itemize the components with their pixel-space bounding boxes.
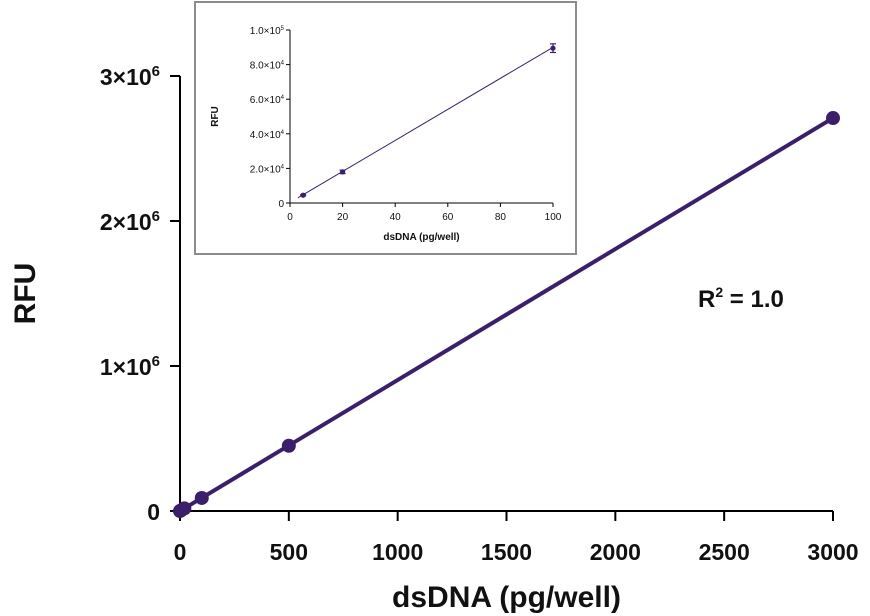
main-x-tick-label: 1000	[372, 539, 423, 565]
inset-x-tick-label: 100	[545, 212, 562, 223]
inset-y-tick-coef: 2.0×10	[250, 164, 281, 175]
main-data-point	[281, 438, 296, 453]
inset-y-tick-exp: 4	[281, 130, 285, 136]
inset-x-tick-label: 40	[390, 212, 402, 223]
inset-y-tick-exp: 5	[281, 26, 285, 32]
main-x-tick-label: 2000	[590, 539, 641, 565]
inset-data-point	[550, 45, 556, 51]
inset-y-tick-exp: 4	[281, 164, 285, 170]
main-x-tick-label: 500	[270, 539, 308, 565]
main-x-tick-label: 3000	[807, 539, 858, 565]
r-squared-base: R	[698, 286, 715, 313]
main-data-point	[826, 111, 840, 126]
inset-data-point	[340, 169, 346, 175]
main-y-tick-label: 0	[147, 499, 160, 525]
inset-frame	[194, 1, 577, 255]
r-squared-value: = 1.0	[723, 286, 784, 313]
main-y-tick-coef: 3×10	[100, 64, 152, 90]
main-y-tick-label: 2×106	[100, 208, 160, 235]
r-squared-sup: 2	[715, 284, 723, 300]
inset-y-axis-label: RFU	[210, 106, 221, 127]
main-y-tick-exp: 6	[152, 208, 160, 225]
inset-y-tick-coef: 6.0×10	[250, 95, 281, 106]
inset-data-point	[300, 192, 306, 198]
inset-y-tick-exp: 4	[281, 61, 285, 67]
inset-y-tick-coef: 4.0×10	[250, 130, 281, 141]
inset-x-axis-label: dsDNA (pg/well)	[383, 232, 459, 243]
main-y-tick-label: 3×106	[100, 63, 160, 90]
main-y-axis-label: RFU	[9, 263, 42, 325]
main-y-tick-exp: 6	[152, 353, 160, 370]
inset-chart: 0 20 40 60 80 10002.0×1044.0×1046.0×1048.0×10…	[194, 1, 577, 255]
main-y-tick-coef: 0	[147, 499, 160, 525]
main-y-tick-coef: 2×10	[100, 209, 152, 235]
inset-y-tick-label: 8.0×104	[250, 61, 285, 72]
inset-y-tick-coef: 0	[278, 199, 284, 210]
main-y-tick-exp: 6	[152, 63, 160, 80]
inset-x-tick-label: 80	[495, 212, 507, 223]
inset-y-tick-coef: 8.0×10	[250, 61, 281, 72]
inset-y-tick-label: 6.0×104	[250, 95, 285, 106]
inset-y-tick-label: 2.0×104	[250, 164, 285, 175]
main-data-point	[194, 490, 209, 505]
main-x-tick-label: 1500	[481, 539, 532, 565]
main-x-axis-label: dsDNA (pg/well)	[392, 581, 621, 614]
main-y-tick-coef: 1×10	[100, 354, 152, 380]
main-x-tick-label: 2500	[699, 539, 750, 565]
inset-x-tick-label: 60	[442, 212, 454, 223]
main-chart: 0 500 1000 1500 2000 2500 300001×1062×1063×106…	[9, 63, 859, 614]
inset-y-tick-exp: 4	[281, 95, 285, 101]
main-y-tick-label: 1×106	[100, 353, 160, 380]
main-data-point	[177, 501, 192, 516]
inset-y-tick-label: 0	[278, 199, 284, 210]
inset-y-tick-label: 1.0×105	[250, 26, 285, 37]
r-squared-annotation: R2 = 1.0	[698, 284, 784, 313]
inset-x-tick-label: 20	[337, 212, 349, 223]
inset-y-tick-coef: 1.0×10	[250, 26, 281, 37]
inset-y-tick-label: 4.0×104	[250, 130, 285, 141]
main-x-tick-label: 0	[174, 539, 187, 565]
inset-x-tick-label: 0	[287, 212, 293, 223]
